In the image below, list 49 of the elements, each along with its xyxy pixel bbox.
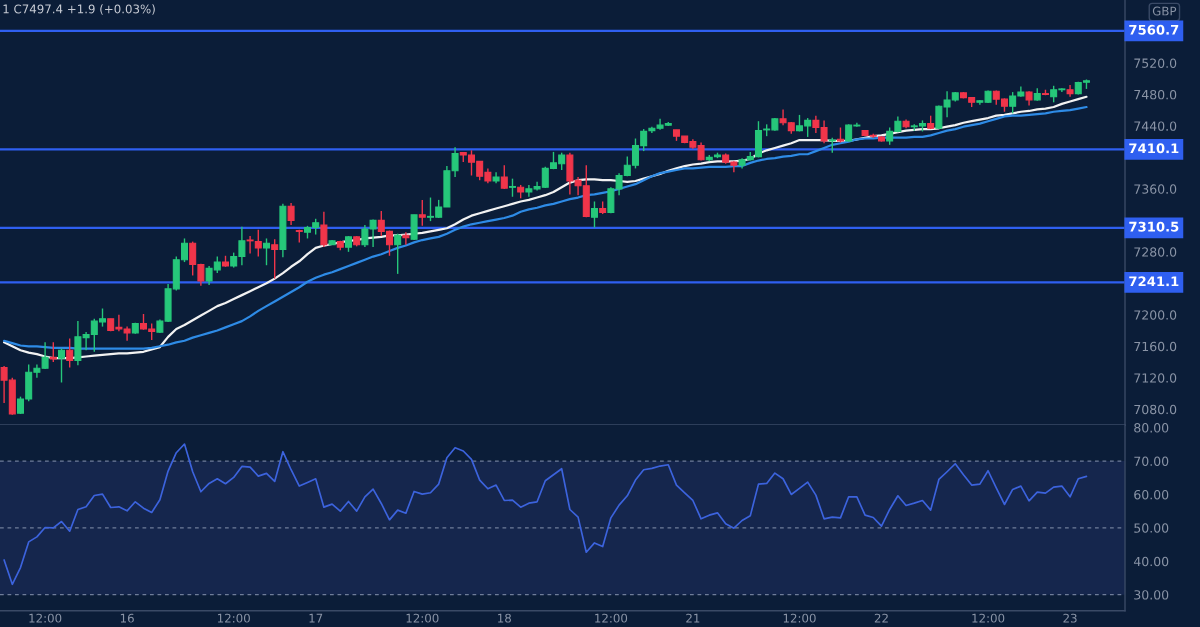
y-tick-label: 80.00	[1134, 423, 1169, 433]
y-tick-label: 30.00	[1134, 590, 1169, 600]
candlestick	[508, 177, 516, 198]
candlestick	[271, 238, 279, 280]
y-tick-label: 50.00	[1134, 523, 1169, 533]
candlestick	[66, 337, 74, 369]
annotation: 1 C7497.4 +1.9 (+0.03%)	[3, 4, 155, 15]
y-tick-label: 60.00	[1134, 489, 1169, 500]
x-tick-label: 18	[498, 613, 511, 623]
candlestick	[254, 229, 262, 258]
candlestick	[402, 231, 410, 246]
candlestick	[262, 237, 270, 266]
y-tick-label: 7160.0	[1134, 341, 1177, 352]
candlestick	[418, 199, 426, 227]
ref-line-label: 7241.1	[1129, 276, 1179, 287]
candlestick	[49, 341, 57, 363]
ref-line-label: 7560.7	[1129, 24, 1179, 35]
x-tick-label: 12:00	[595, 613, 628, 623]
candlestick	[394, 233, 402, 275]
y-tick-label: 7520.0	[1134, 58, 1177, 68]
x-tick-label: 17	[309, 613, 323, 623]
y-tick-label: 7440.0	[1134, 121, 1177, 131]
line-series	[3, 443, 1088, 586]
y-tick-label: 7200.0	[1134, 310, 1177, 320]
candlestick	[320, 211, 328, 248]
y-axis-title: GBP	[1152, 6, 1177, 16]
x-tick-label: 21	[686, 613, 700, 623]
candlestick	[287, 202, 295, 226]
y-tick-label: 7360.0	[1134, 184, 1177, 194]
ref-line-label: 7310.5	[1129, 221, 1179, 232]
x-tick-label: 12:00	[29, 613, 62, 623]
candlestick	[57, 347, 66, 384]
y-tick-label: 40.00	[1133, 556, 1169, 567]
x-tick-label: 12:00	[783, 613, 816, 623]
x-tick-label: 12:00	[406, 613, 439, 623]
candlestick	[246, 235, 254, 255]
y-tick-label: 70.00	[1134, 456, 1169, 466]
candlestick	[590, 200, 598, 229]
x-tick-label: 12:00	[217, 613, 250, 623]
x-tick-label: 22	[874, 613, 888, 623]
ref-line-label: 7410.1	[1129, 143, 1179, 154]
y-tick-label: 7280.0	[1134, 247, 1177, 257]
y-tick-label: 7480.0	[1134, 89, 1177, 100]
candlestick	[500, 164, 508, 190]
y-tick-label: 7080.0	[1134, 404, 1177, 415]
y-tick-label: 7120.0	[1134, 373, 1177, 383]
x-tick-label: 12:00	[972, 613, 1005, 623]
x-tick-label: 16	[120, 613, 134, 623]
x-tick-label: 23	[1063, 613, 1077, 623]
